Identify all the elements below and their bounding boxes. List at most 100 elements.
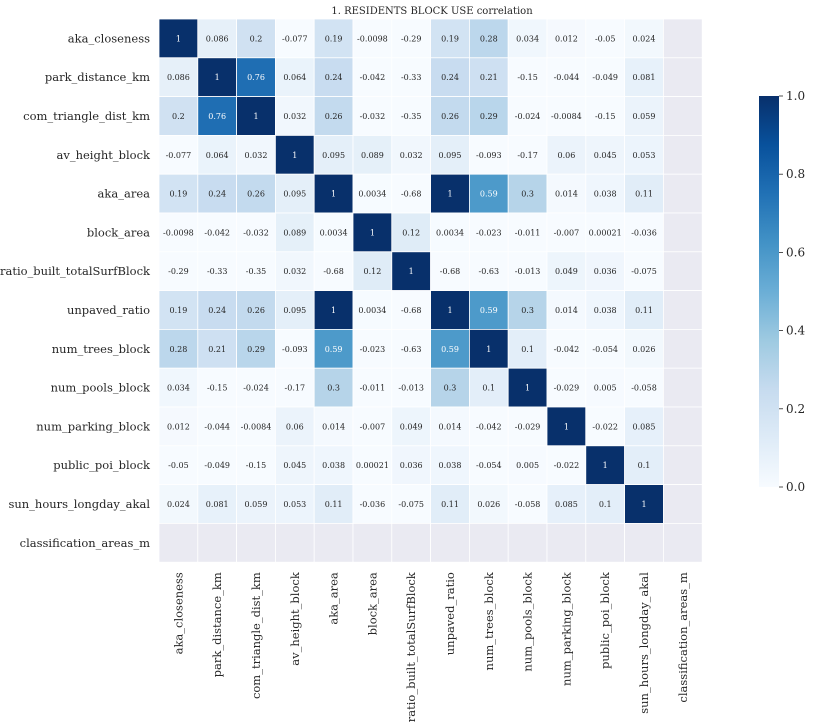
cell-value-label: 1 xyxy=(370,228,375,237)
x-tick-label: block_area xyxy=(365,572,379,635)
cell-value-label: 0.26 xyxy=(247,306,265,315)
colorbar: 0.0 0.2 0.4 0.6 0.8 1.0 xyxy=(759,89,805,494)
heatmap-cell xyxy=(585,484,625,524)
colorbar-gradient xyxy=(759,96,779,487)
cell-value-label: 0.095 xyxy=(322,151,345,160)
heatmap-cell xyxy=(236,96,276,136)
cell-value-label: 0.21 xyxy=(208,345,226,354)
heatmap-cell xyxy=(197,173,238,214)
x-tick-label: av_height_block xyxy=(288,571,302,666)
x-tick-label: aka_area xyxy=(327,572,341,625)
heatmap-cell xyxy=(313,251,354,292)
cell-value-label: -0.029 xyxy=(554,384,580,393)
heatmap-cell xyxy=(468,134,509,175)
cell-value-label: 0.081 xyxy=(633,73,656,82)
cell-value-label: 0.045 xyxy=(594,151,617,160)
heatmap-cell xyxy=(663,212,703,253)
cell-value-label: 1 xyxy=(331,190,336,199)
cell-value-label: 0.095 xyxy=(439,151,462,160)
cell-value-label: 1 xyxy=(331,306,336,315)
cell-value-label: 0.032 xyxy=(400,151,423,160)
y-tick-label: aka_area xyxy=(98,187,151,201)
x-tick-label: park_distance_km xyxy=(210,572,224,677)
cell-value-label: 0.053 xyxy=(283,500,306,509)
heatmap-cell xyxy=(585,173,625,214)
heatmap-cell xyxy=(663,484,703,524)
x-tick-label: num_pools_block xyxy=(521,571,535,671)
heatmap-cell xyxy=(391,134,431,175)
cell-value-label: -0.05 xyxy=(168,461,189,470)
cell-value-label: 1 xyxy=(447,190,452,199)
cell-value-label: 0.038 xyxy=(594,306,617,315)
cell-value-label: 0.59 xyxy=(441,345,459,354)
colorbar-tick-label: 0.8 xyxy=(786,167,805,181)
heatmap-cell xyxy=(507,96,548,136)
cell-value-label: -0.0098 xyxy=(163,228,194,237)
heatmap-cell xyxy=(158,173,199,214)
heatmap-cell xyxy=(313,406,354,447)
heatmap-cell xyxy=(585,290,625,330)
cell-value-label: 0.038 xyxy=(322,461,345,470)
heatmap-cell xyxy=(313,212,354,253)
heatmap-cell xyxy=(663,523,703,563)
cell-value-label: -0.0084 xyxy=(241,422,272,431)
cell-value-label: 0.26 xyxy=(441,112,459,121)
heatmap-cell xyxy=(546,96,587,136)
cell-value-label: 0.19 xyxy=(169,306,187,315)
heatmap-cell xyxy=(468,251,509,292)
cell-value-label: 0.032 xyxy=(283,267,306,276)
cell-value-label: -0.044 xyxy=(554,73,580,82)
cell-value-label: -0.68 xyxy=(401,306,422,315)
cell-value-label: 0.11 xyxy=(441,500,459,509)
cell-value-label: -0.022 xyxy=(554,461,580,470)
cell-value-label: 1 xyxy=(253,112,258,121)
cell-value-label: 0.005 xyxy=(516,461,539,470)
cell-value-label: 0.081 xyxy=(206,500,229,509)
cell-value-label: 0.095 xyxy=(283,190,306,199)
colorbar-tick-label: 0.6 xyxy=(786,245,805,259)
heatmap-cell xyxy=(197,96,238,136)
cell-value-label: -0.075 xyxy=(398,500,424,509)
heatmap-cell xyxy=(663,173,703,214)
cell-value-label: 1 xyxy=(564,422,569,431)
cell-value-label: 0.034 xyxy=(167,384,190,393)
heatmap-cell xyxy=(352,484,393,524)
cell-value-label: 0.045 xyxy=(283,461,306,470)
cell-value-label: -0.036 xyxy=(360,500,386,509)
heatmap-cell xyxy=(274,328,315,369)
cell-value-label: -0.29 xyxy=(401,34,422,43)
cell-value-label: 0.059 xyxy=(245,500,268,509)
heatmap-cell xyxy=(197,212,238,253)
heatmap-cell xyxy=(430,445,470,485)
cell-value-label: 0.012 xyxy=(555,34,578,43)
heatmap-cell xyxy=(585,406,625,447)
heatmap-cell xyxy=(663,18,703,59)
heatmap-cell xyxy=(313,523,354,563)
heatmap-cell xyxy=(236,367,276,408)
cell-value-label: -0.023 xyxy=(360,345,386,354)
x-tick-label: ratio_built_totalSurfBlock xyxy=(404,571,418,722)
cell-value-label: -0.0098 xyxy=(357,34,388,43)
cell-value-label: -0.0084 xyxy=(551,112,582,121)
cell-value-label: 0.28 xyxy=(169,345,187,354)
x-tick-label: num_trees_block xyxy=(482,571,496,670)
cell-value-label: -0.33 xyxy=(401,73,422,82)
heatmap-cell xyxy=(507,212,548,253)
heatmap-cell xyxy=(585,328,625,369)
cell-value-label: 0.085 xyxy=(555,500,578,509)
cell-value-label: -0.007 xyxy=(360,422,386,431)
cell-value-label: -0.044 xyxy=(204,422,230,431)
heatmap-cell xyxy=(468,445,509,485)
cell-value-label: 1 xyxy=(292,151,297,160)
cell-value-label: 0.24 xyxy=(325,73,343,82)
cell-value-label: -0.058 xyxy=(515,500,541,509)
heatmap-cell xyxy=(507,57,548,97)
cell-value-label: -0.15 xyxy=(517,73,538,82)
x-tick-label: unpaved_ratio xyxy=(443,572,457,655)
heatmap-cell xyxy=(585,445,625,485)
cell-value-label: 0.085 xyxy=(633,422,656,431)
heatmap-cell xyxy=(624,523,664,563)
heatmap-cell xyxy=(274,367,315,408)
cell-value-label: 0.76 xyxy=(208,112,226,121)
